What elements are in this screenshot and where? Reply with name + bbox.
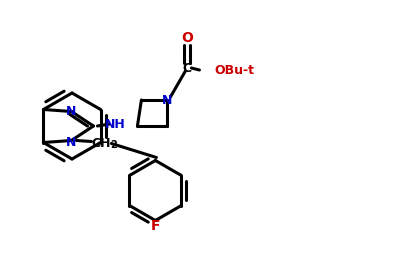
Text: F: F [151, 219, 160, 233]
Text: NH: NH [105, 118, 126, 131]
Text: N: N [162, 94, 173, 107]
Text: CH: CH [92, 136, 111, 149]
Text: C: C [183, 62, 192, 75]
Text: N: N [66, 135, 77, 148]
Text: O: O [181, 31, 193, 45]
Text: OBu-t: OBu-t [215, 64, 254, 77]
Text: 2: 2 [110, 140, 117, 150]
Text: N: N [66, 105, 77, 118]
